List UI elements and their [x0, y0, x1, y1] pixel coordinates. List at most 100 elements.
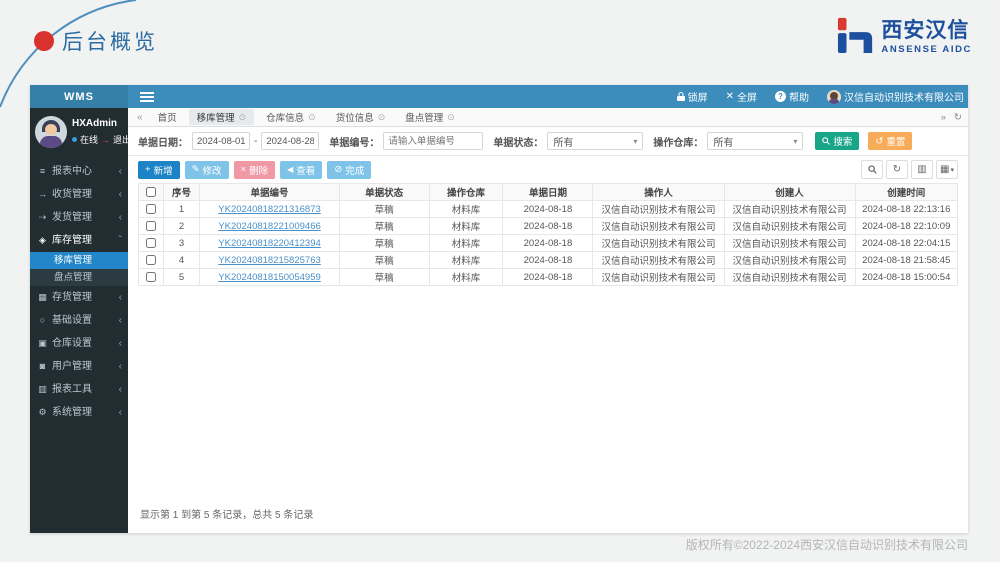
doc-no-link[interactable]: YK20240818221009466: [218, 220, 321, 232]
sidebar-item-user-management[interactable]: ◙ 用户管理 ‹: [30, 355, 128, 378]
logo-cn-text: 西安汉信: [881, 19, 970, 42]
logout-link[interactable]: 退出: [113, 135, 132, 145]
circle-slash-icon: ⊘: [334, 164, 343, 175]
cell-status: 草稿: [338, 217, 430, 235]
sidebar-item-shipping[interactable]: ⇢ 发货管理 ‹: [30, 206, 128, 229]
caret-down-icon: ▾: [793, 136, 798, 146]
doc-no-link[interactable]: YK20240818220412394: [218, 237, 321, 249]
sidebar-item-move-stock[interactable]: 移库管理: [30, 252, 128, 269]
tab-warehouse-info[interactable]: 仓库信息 ⊙: [258, 109, 324, 125]
sidebar-item-label: 基础设置: [52, 315, 92, 326]
chevron-left-icon: ‹: [118, 189, 122, 200]
sidebar-item-report-center[interactable]: ≡ 报表中心 ‹: [30, 160, 128, 183]
table-row[interactable]: 4 YK20240818215825763 草稿 材料库 2024-08-18 …: [138, 251, 959, 269]
sidebar-item-system-management[interactable]: ⚙ 系统管理 ‹: [30, 401, 128, 424]
tab-close-icon[interactable]: ⊙: [238, 111, 247, 122]
tab-close-icon[interactable]: ⊙: [308, 111, 316, 122]
sidebar-item-inventory[interactable]: ◈ 库存管理 ˇ: [30, 229, 128, 252]
top-navbar: WMS 锁屏 ✕ 全屏 ? 帮助 汉信自动识别技术有限公司: [30, 85, 968, 108]
doc-no-link[interactable]: YK20240818215825763: [218, 254, 321, 266]
tab-close-icon[interactable]: ⊙: [447, 111, 455, 122]
tabs-refresh-icon[interactable]: ↻: [954, 111, 962, 123]
status-select[interactable]: 所有 ▾: [547, 132, 644, 150]
tab-location-info[interactable]: 货位信息 ⊙: [328, 109, 394, 125]
cell-seq: 2: [162, 217, 201, 235]
tab-stocktake[interactable]: 盘点管理 ⊙: [397, 109, 463, 125]
table-row[interactable]: 1 YK20240818221316873 草稿 材料库 2024-08-18 …: [138, 200, 959, 218]
col-warehouse: 操作仓库: [428, 183, 504, 201]
row-checkbox[interactable]: [145, 254, 156, 265]
plus-icon: +: [145, 164, 151, 175]
caret-down-icon: ▾: [950, 166, 954, 174]
filter-bar: 单据日期： - 单据编号： 单据状态： 所有 ▾ 操作仓库： 所有 ▾ 搜索 ↺: [128, 127, 968, 156]
receiving-icon: →: [38, 189, 47, 199]
sidebar-item-label: 收货管理: [52, 189, 92, 200]
reset-icon: ↺: [875, 135, 884, 147]
records-summary: 显示第 1 到第 5 条记录，总共 5 条记录: [140, 510, 314, 521]
user-name: HXAdmin: [72, 118, 117, 129]
navbar-company-name: 汉信自动识别技术有限公司: [844, 93, 964, 104]
row-checkbox[interactable]: [145, 203, 156, 214]
lock-screen-button[interactable]: 锁屏: [676, 89, 708, 104]
sidebar-item-report-tools[interactable]: ▥ 报表工具 ‹: [30, 378, 128, 401]
sidebar-item-label: 报表工具: [52, 384, 92, 395]
tab-close-icon[interactable]: ⊙: [377, 111, 386, 122]
copyright-text: 版权所有©2022-2024西安汉信自动识别技术有限公司: [685, 538, 968, 552]
fullscreen-button[interactable]: ✕ 全屏: [726, 89, 757, 104]
cell-created: 2024-08-18 22:04:15: [854, 234, 959, 252]
col-created: 创建时间: [854, 183, 959, 201]
tab-move-stock[interactable]: 移库管理 ⊙: [188, 109, 255, 125]
view-button[interactable]: ◀ 查看: [280, 160, 323, 179]
sidebar-item-goods[interactable]: ▦ 存货管理 ‹: [30, 286, 128, 309]
table-columns-button[interactable]: ▦ ▾: [936, 160, 958, 179]
search-button-label: 搜索: [833, 137, 853, 148]
row-checkbox[interactable]: [145, 271, 156, 282]
red-dot-icon: [34, 31, 54, 51]
date-to-input[interactable]: [261, 132, 320, 150]
user-menu[interactable]: 汉信自动识别技术有限公司: [827, 89, 964, 104]
sidebar-item-warehouse-settings[interactable]: ▣ 仓库设置 ‹: [30, 332, 128, 355]
reset-button[interactable]: ↺ 重置: [868, 132, 913, 150]
tab-home[interactable]: 首页: [157, 113, 177, 124]
cell-operator: 汉信自动识别技术有限公司: [592, 200, 725, 218]
search-button[interactable]: 搜索: [815, 132, 860, 150]
help-button[interactable]: ? 帮助: [775, 89, 809, 104]
warehouse-select[interactable]: 所有 ▾: [707, 132, 804, 150]
finish-button[interactable]: ⊘ 完成: [327, 160, 372, 179]
sidebar-item-receiving[interactable]: → 收货管理 ‹: [30, 183, 128, 206]
app-brand[interactable]: WMS: [30, 85, 128, 108]
tabs-scroll-left-icon[interactable]: «: [137, 111, 143, 123]
sidebar-item-label: 库存管理: [52, 235, 92, 246]
sidebar-item-stocktake[interactable]: 盘点管理: [54, 272, 93, 283]
select-all-checkbox[interactable]: [145, 186, 156, 197]
cell-seq: 4: [162, 251, 201, 269]
sidebar-item-basic-settings[interactable]: ○ 基础设置 ‹: [30, 309, 128, 332]
online-status-label: 在线: [80, 135, 99, 145]
row-checkbox[interactable]: [145, 220, 156, 231]
table-row[interactable]: 3 YK20240818220412394 草稿 材料库 2024-08-18 …: [138, 234, 959, 252]
tabs-scroll-right-icon[interactable]: »: [940, 111, 947, 123]
doc-no-link[interactable]: YK20240818221316873: [218, 203, 321, 215]
table-search-button[interactable]: [861, 160, 883, 179]
edit-button[interactable]: ✎ 修改: [184, 160, 229, 179]
table-row[interactable]: 5 YK20240818150054959 草稿 材料库 2024-08-18 …: [138, 268, 959, 286]
page-header: 后台概览 西安汉信 ANSENSE AIDC: [0, 0, 1000, 108]
col-creator: 创建人: [723, 183, 856, 201]
chevron-left-icon: ‹: [118, 338, 122, 349]
tab-label: 盘点管理: [405, 113, 444, 124]
add-button[interactable]: + 新增: [138, 160, 180, 179]
cell-seq: 3: [162, 234, 201, 252]
doc-no-link[interactable]: YK20240818150054959: [218, 271, 321, 283]
table-toggle-view-button[interactable]: ▥: [911, 160, 933, 179]
sidebar-toggle-icon[interactable]: [140, 90, 154, 104]
basic-settings-icon: ○: [39, 315, 46, 325]
row-checkbox[interactable]: [145, 237, 156, 248]
goods-icon: ▦: [38, 292, 47, 302]
doc-no-input[interactable]: [383, 132, 484, 150]
table-refresh-button[interactable]: ↻: [886, 160, 908, 179]
delete-button[interactable]: × 删除: [233, 160, 276, 179]
tab-label: 仓库信息: [266, 113, 305, 124]
date-from-input[interactable]: [192, 132, 250, 150]
online-status-icon: [72, 137, 77, 142]
table-row[interactable]: 2 YK20240818221009466 草稿 材料库 2024-08-18 …: [138, 217, 959, 235]
